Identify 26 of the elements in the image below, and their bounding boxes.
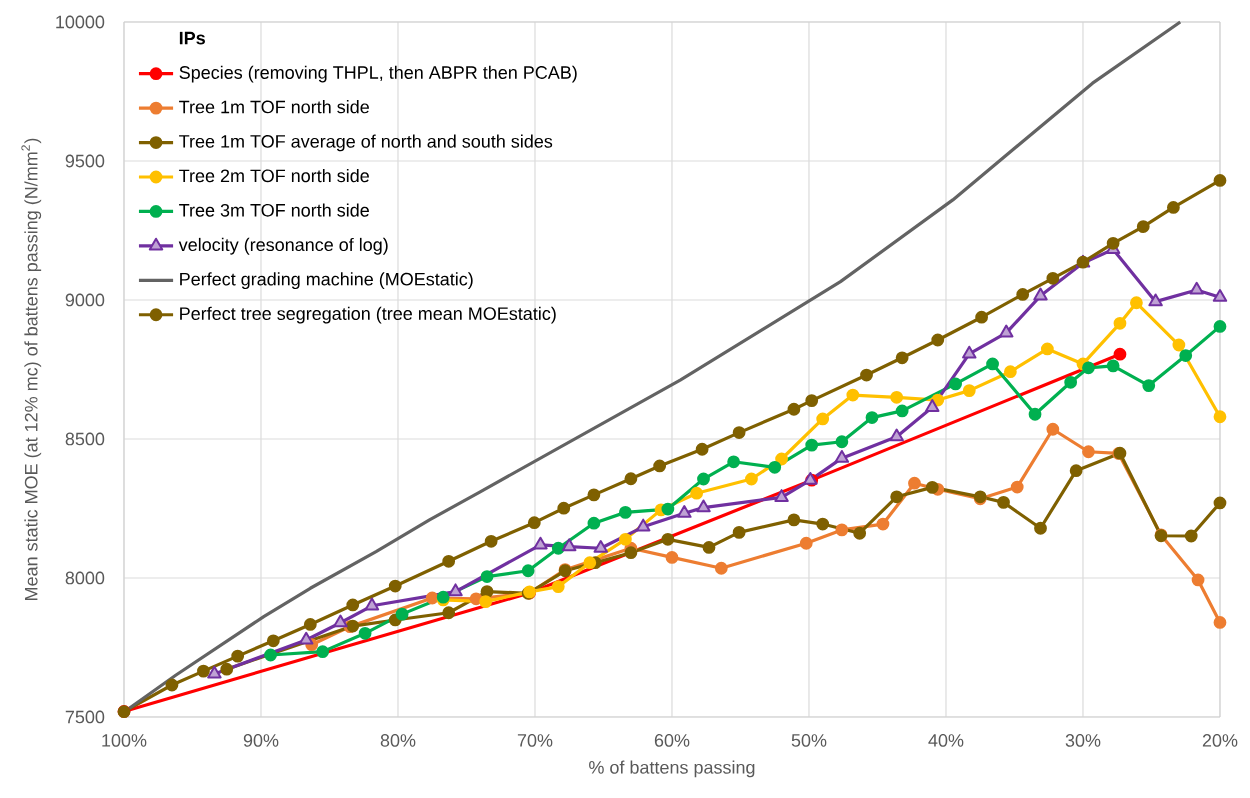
x-tick-label: 70% <box>517 734 553 747</box>
legend-label: Perfect grading machine (MOEstatic) <box>180 272 473 290</box>
y-tick-label: 9000 <box>65 293 105 307</box>
legend-label: Tree 3m TOF north side <box>179 203 369 217</box>
y-axis-title: Mean static MOE (at 12% mc) of battens passing (N/mm$^{2}$) <box>21 138 42 600</box>
y-tick-label: 7500 <box>65 710 105 724</box>
legend-label: Tree 2m TOF north side <box>179 168 369 183</box>
y-tick-label: 9500 <box>65 154 105 168</box>
x-tick-label: 40% <box>928 734 964 747</box>
x-tick-label: 60% <box>654 734 690 747</box>
x-tick-label: 100% <box>102 734 147 747</box>
x-tick-label: 20% <box>1202 734 1238 747</box>
x-axis-title: % of battens passing <box>589 760 755 778</box>
y-tick-label: 10000 <box>56 15 105 29</box>
x-tick-label: 90% <box>243 734 279 747</box>
legend-label: Tree 1m TOF north side <box>179 100 369 114</box>
legend-label: Tree 1m TOF average of north and south sides <box>179 134 553 152</box>
y-tick-label: 8500 <box>65 432 105 446</box>
x-tick-label: 80% <box>380 734 416 747</box>
y-tick-label: 8000 <box>65 571 105 585</box>
legend-label: Species (removing THPL, then ABPR then PCAB) <box>179 65 577 83</box>
legend-label: velocity (resonance of log) <box>178 237 388 255</box>
legend-title: IPs <box>179 31 205 45</box>
legend-label: Perfect tree segregation (tree mean MOEstatic) <box>180 306 556 324</box>
x-tick-label: 30% <box>1065 734 1101 747</box>
x-tick-label: 50% <box>791 734 827 747</box>
